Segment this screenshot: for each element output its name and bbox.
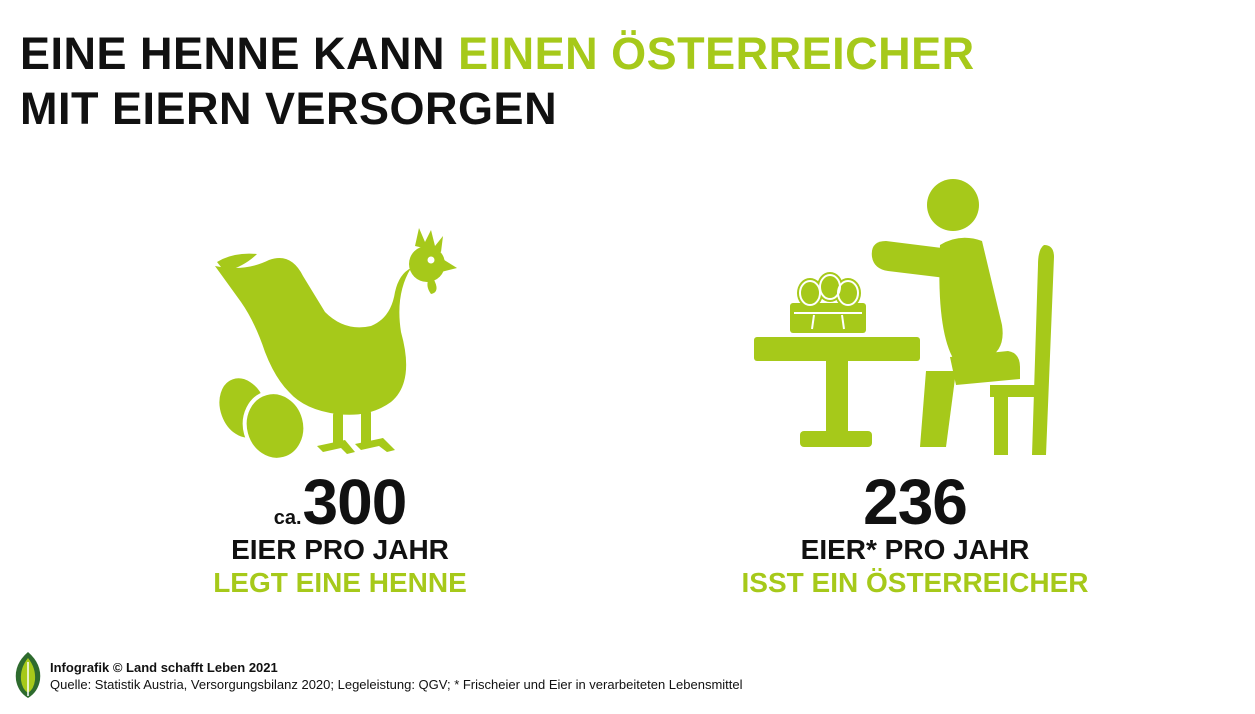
stat-left-prefix: ca. [273,507,302,529]
hen-with-eggs-icon [215,228,457,462]
headline-highlight: EINEN ÖSTERREICHER [458,28,975,79]
headline-part-1: EINE HENNE KANN [20,28,459,79]
stat-left-line-2: LEGT EINE HENNE [213,567,467,598]
footer-credit: Infografik © Land schafft Leben 2021 [50,660,278,675]
stat-left-line-1: EIER PRO JAHR [231,534,449,565]
leaf-logo-icon [15,652,41,698]
headline-line-2: MIT EIERN VERSORGEN [20,83,558,134]
stat-right-value: 236 [863,470,968,534]
stat-right-line-2: ISST EIN ÖSTERREICHER [741,567,1089,598]
stat-left-value: ca.300 [273,470,408,534]
stat-left-number: 300 [302,466,408,538]
headline-line-1: EINE HENNE KANN EINEN ÖSTERREICHER [20,26,975,81]
headline: EINE HENNE KANN EINEN ÖSTERREICHER MIT E… [20,26,975,136]
stat-right: 236 EIER* PRO JAHR ISST EIN ÖSTERREICHER [690,470,1140,600]
stat-right-number: 236 [863,466,968,538]
footer-source: Quelle: Statistik Austria, Versorgungsbi… [50,677,743,692]
stat-left: ca.300 EIER PRO JAHR LEGT EINE HENNE [150,470,530,600]
stat-right-line-1: EIER* PRO JAHR [800,534,1030,565]
person-at-table-with-eggs-icon [754,179,1054,455]
